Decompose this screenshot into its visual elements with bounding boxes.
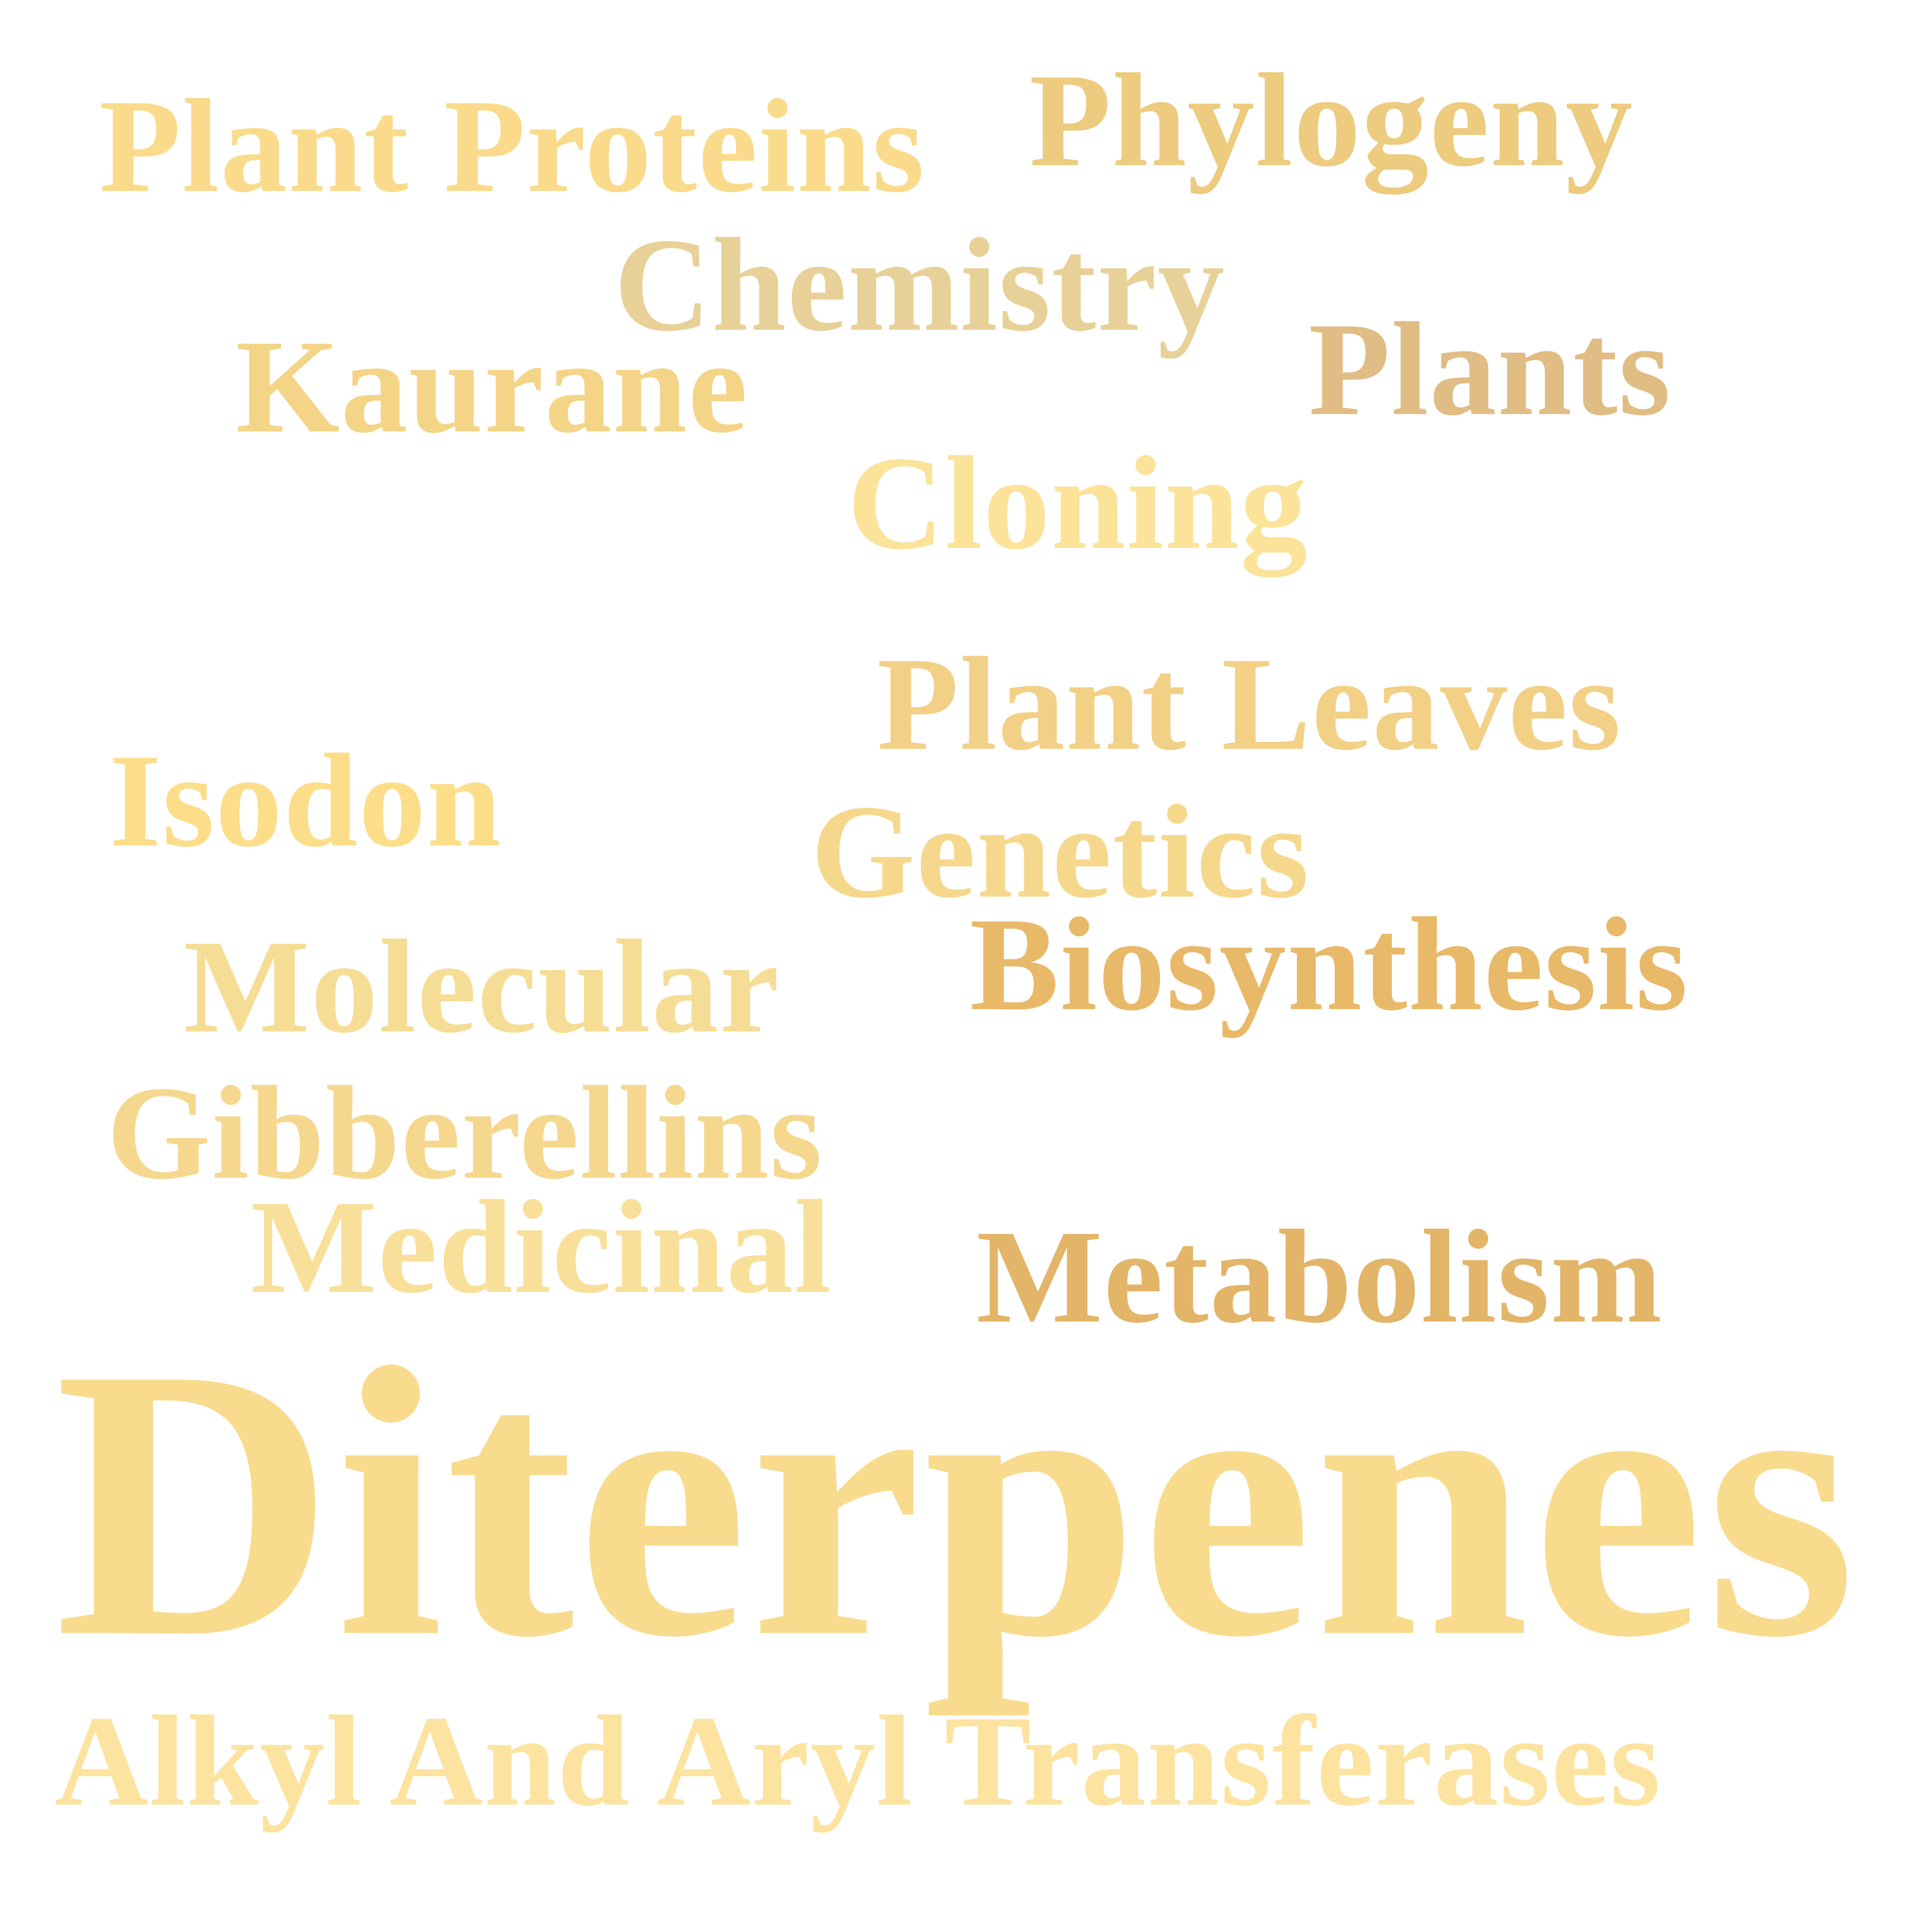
word-gibberellins: Gibberellins xyxy=(107,1059,823,1207)
word-biosynthesis: Biosynthesis xyxy=(970,890,1689,1038)
word-kaurane: Kaurane xyxy=(236,312,749,461)
word-chemistry: Chemistry xyxy=(614,211,1226,359)
word-cloning: Cloning xyxy=(847,429,1309,577)
word-plant-leaves: Plant Leaves xyxy=(877,630,1622,778)
word-metabolism: Metabolism xyxy=(976,1203,1663,1351)
word-isodon: Isodon xyxy=(109,726,502,875)
word-medicinal: Medicinal xyxy=(250,1173,832,1321)
word-diterpenes: Diterpenes xyxy=(55,1288,1858,1717)
word-phylogeny: Phylogeny xyxy=(1029,46,1634,194)
word-alkyl-and-aryl-transferases: Alkyl And Aryl Transferases xyxy=(55,1689,1662,1833)
word-genetics: Genetics xyxy=(811,778,1310,926)
word-molecular: Molecular xyxy=(184,912,780,1061)
word-plant-proteins: Plant Proteins xyxy=(99,72,926,220)
word-plants: Plants xyxy=(1309,295,1672,443)
